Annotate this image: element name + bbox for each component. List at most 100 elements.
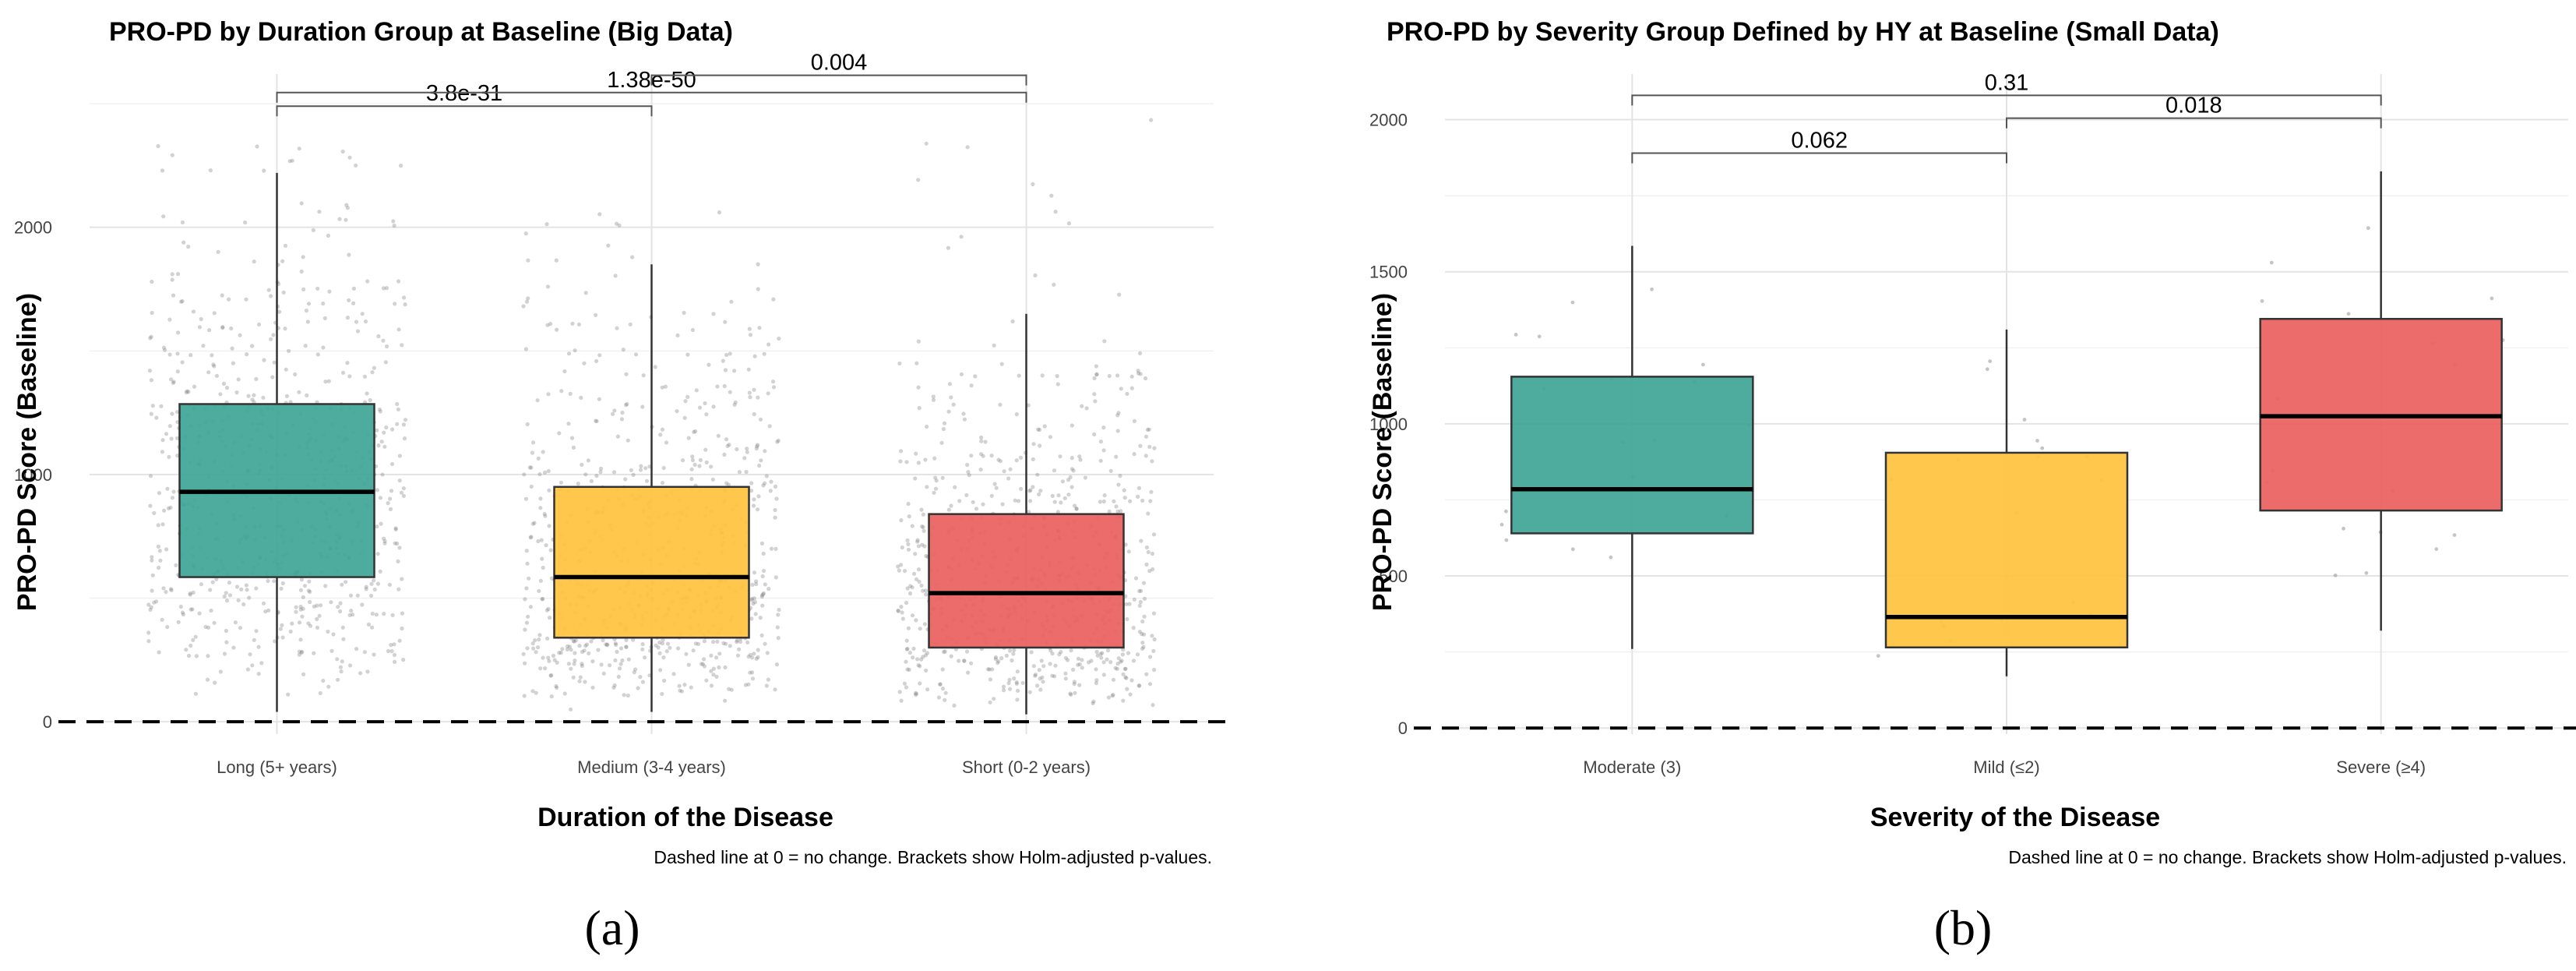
jitter-point	[1070, 467, 1074, 471]
jitter-point	[393, 526, 398, 531]
jitter-point	[946, 409, 951, 414]
jitter-point	[941, 649, 946, 655]
jitter-point	[777, 607, 781, 613]
jitter-point	[283, 243, 287, 248]
jitter-point	[714, 655, 719, 660]
jitter-point	[682, 415, 687, 420]
jitter-point	[698, 457, 703, 463]
jitter-point	[758, 417, 763, 422]
jitter-point	[777, 336, 781, 341]
jitter-point	[753, 612, 758, 616]
jitter-point	[401, 658, 406, 662]
jitter-point	[905, 667, 910, 672]
jitter-point	[270, 375, 275, 380]
significance-bracket	[1631, 152, 2007, 164]
jitter-point	[1006, 681, 1011, 686]
jitter-point	[347, 298, 351, 302]
jitter-point	[613, 658, 618, 663]
jitter-point	[1144, 454, 1148, 458]
jitter-point	[184, 648, 189, 652]
jitter-point	[644, 478, 650, 483]
jitter-point	[1059, 650, 1063, 655]
jitter-point	[224, 591, 228, 595]
jitter-point	[389, 648, 394, 654]
jitter-point	[322, 316, 327, 320]
jitter-point	[1152, 446, 1157, 450]
jitter-point	[1151, 648, 1156, 654]
jitter-point	[364, 584, 368, 589]
jitter-point	[569, 436, 575, 440]
jitter-point	[148, 336, 153, 341]
jitter-point	[162, 508, 167, 513]
jitter-point	[754, 656, 759, 661]
jitter-point	[400, 626, 404, 631]
jitter-point	[1063, 655, 1068, 660]
jitter-point	[525, 646, 530, 651]
jitter-point	[924, 592, 929, 597]
jitter-point	[914, 361, 919, 365]
jitter-point	[299, 269, 304, 274]
jitter-point	[754, 446, 759, 451]
jitter-point	[227, 297, 231, 302]
jitter-point	[899, 449, 904, 454]
jitter-point	[150, 558, 154, 563]
p-value-label: 0.062	[1791, 128, 1848, 153]
jitter-point	[530, 450, 535, 455]
jitter-point	[146, 602, 151, 607]
jitter-point	[692, 429, 696, 435]
jitter-point	[1128, 692, 1133, 697]
jitter-point	[922, 528, 926, 533]
jitter-point	[1988, 359, 1993, 363]
jitter-point	[992, 697, 996, 701]
jitter-point	[1084, 406, 1089, 411]
jitter-point	[752, 411, 756, 417]
jitter-point	[233, 620, 238, 625]
jitter-point	[1125, 616, 1129, 622]
jitter-point	[638, 468, 643, 472]
jitter-point	[622, 693, 626, 697]
jitter-point	[1116, 482, 1121, 487]
jitter-point	[728, 644, 732, 648]
jitter-point	[737, 647, 742, 651]
x-tick-label: Severe (≥4)	[2336, 757, 2426, 777]
jitter-point	[923, 653, 928, 658]
jitter-point	[583, 680, 587, 684]
jitter-point	[329, 648, 334, 653]
jitter-point	[293, 372, 298, 376]
jitter-point	[657, 640, 662, 645]
jitter-point	[1126, 549, 1131, 554]
jitter-point	[1077, 683, 1082, 687]
jitter-point	[169, 588, 174, 593]
jitter-point	[1105, 648, 1111, 653]
jitter-point	[523, 597, 527, 602]
jitter-point	[1132, 418, 1136, 424]
jitter-point	[577, 644, 582, 648]
jitter-point	[662, 678, 667, 683]
jitter-point	[925, 485, 929, 489]
jitter-point	[355, 593, 360, 598]
jitter-point	[531, 440, 536, 445]
jitter-point	[572, 639, 576, 644]
jitter-point	[397, 638, 402, 643]
jitter-point	[543, 514, 548, 518]
jitter-point	[231, 361, 235, 365]
jitter-point	[156, 143, 160, 149]
jitter-point	[717, 651, 722, 656]
jitter-point	[541, 450, 545, 454]
jitter-point	[601, 638, 605, 643]
jitter-point	[354, 320, 359, 324]
jitter-point	[304, 308, 308, 313]
jitter-point	[248, 652, 252, 657]
jitter-point	[526, 258, 530, 263]
y-tick-label: 1500	[1369, 263, 1408, 282]
jitter-point	[524, 620, 530, 625]
jitter-point	[315, 352, 320, 357]
box-2	[553, 486, 750, 639]
jitter-point	[711, 673, 716, 677]
jitter-point	[261, 601, 266, 606]
jitter-point	[174, 563, 178, 567]
jitter-point	[1125, 687, 1129, 691]
jitter-point	[171, 293, 176, 298]
jitter-point	[568, 391, 573, 396]
jitter-point	[175, 410, 180, 415]
